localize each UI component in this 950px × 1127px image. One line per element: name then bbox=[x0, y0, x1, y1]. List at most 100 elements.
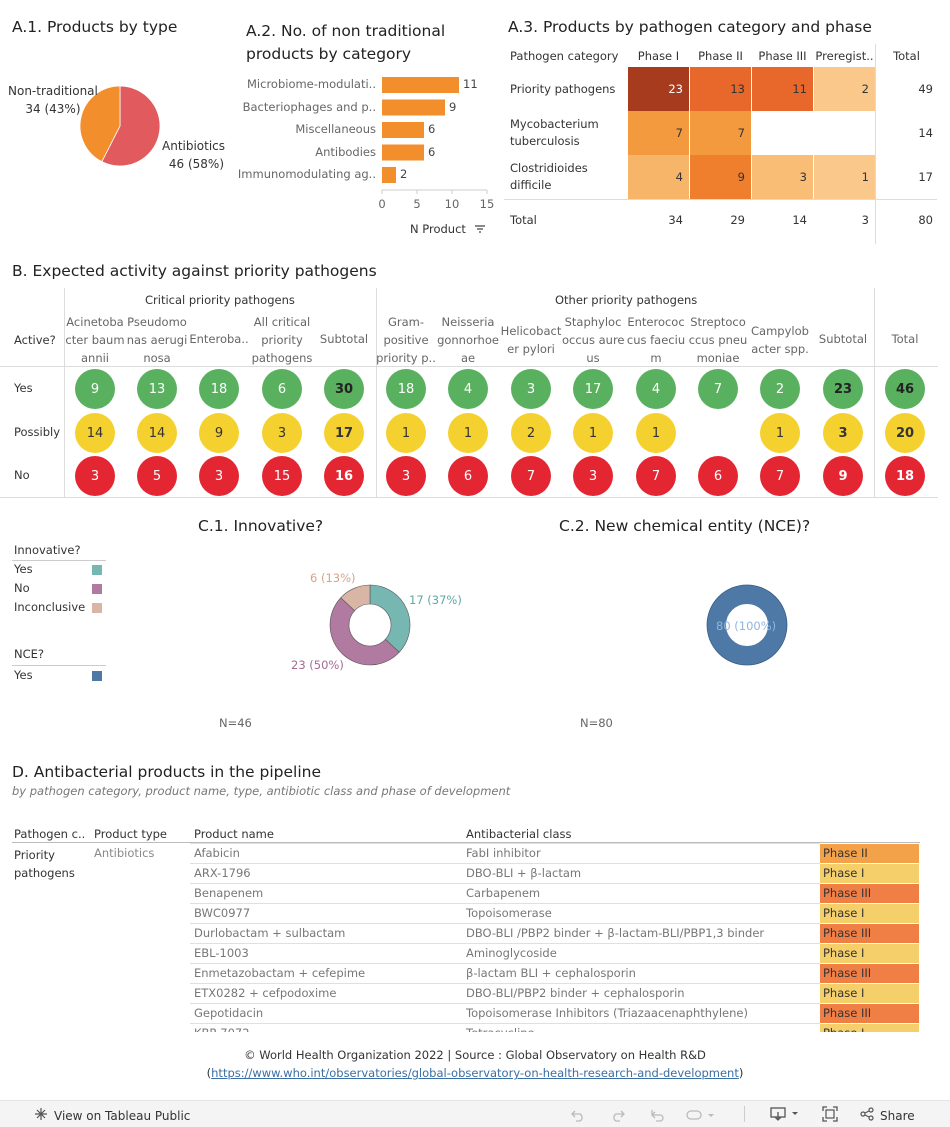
d-table-row[interactable]: BWC0977 Topoisomerase bbox=[190, 903, 820, 923]
d-phase-cell[interactable]: Phase I bbox=[820, 984, 919, 1003]
d-phase-cell[interactable]: Phase II bbox=[820, 844, 919, 863]
redo-icon[interactable] bbox=[610, 1107, 626, 1126]
b-activity-circle[interactable]: 17 bbox=[573, 369, 613, 409]
sort-icon[interactable] bbox=[474, 223, 486, 237]
b-activity-circle[interactable]: 9 bbox=[199, 413, 239, 453]
b-col-header[interactable]: nosa bbox=[143, 351, 171, 365]
b-activity-circle[interactable]: 1 bbox=[760, 413, 800, 453]
b-activity-circle[interactable]: 23 bbox=[823, 369, 863, 409]
a3-heat-cell[interactable]: 23 bbox=[628, 67, 689, 111]
a3-col-header[interactable]: Preregist.. bbox=[815, 49, 874, 63]
b-col-header[interactable]: acter spp. bbox=[751, 342, 809, 356]
a3-heat-cell[interactable]: 9 bbox=[690, 155, 751, 199]
a3-heat-cell[interactable]: 11 bbox=[752, 67, 813, 111]
d-col-antibacterial-class[interactable]: Antibacterial class bbox=[466, 827, 572, 841]
b-col-header[interactable]: Neisseria bbox=[441, 315, 495, 329]
b-col-header[interactable]: Acinetoba bbox=[66, 315, 124, 329]
b-activity-circle[interactable]: 1 bbox=[386, 413, 426, 453]
d-table-row[interactable]: Afabicin FabI inhibitor bbox=[190, 843, 820, 863]
legend-innovative-item[interactable]: No bbox=[14, 581, 30, 595]
b-col-header[interactable]: cter baum bbox=[65, 333, 125, 347]
b-col-header[interactable]: Streptoco bbox=[690, 315, 746, 329]
b-activity-circle[interactable]: 3 bbox=[262, 413, 302, 453]
legend-innovative-item[interactable]: Inconclusive bbox=[14, 600, 86, 614]
a3-heat-cell[interactable] bbox=[752, 111, 813, 155]
revert-icon[interactable] bbox=[650, 1107, 666, 1126]
b-activity-circle[interactable]: 5 bbox=[137, 456, 177, 496]
b-col-header[interactable]: Campylob bbox=[751, 324, 809, 338]
a3-heat-cell[interactable]: 29 bbox=[730, 213, 745, 227]
d-phase-cell[interactable]: Phase I bbox=[820, 904, 919, 923]
b-col-header[interactable]: Helicobact bbox=[500, 324, 562, 338]
d-table-row[interactable]: ARX-1796 DBO-BLI + β-lactam bbox=[190, 863, 820, 883]
b-col-header[interactable]: priority p.. bbox=[376, 351, 436, 365]
b-activity-circle[interactable]: 14 bbox=[75, 413, 115, 453]
b-activity-circle[interactable]: 18 bbox=[199, 369, 239, 409]
d-col-pathogen[interactable]: Pathogen c.. bbox=[14, 827, 86, 841]
b-activity-circle[interactable]: 3 bbox=[573, 456, 613, 496]
undo-icon[interactable] bbox=[570, 1107, 586, 1126]
b-activity-circle[interactable]: 30 bbox=[324, 369, 364, 409]
legend-nce-item[interactable]: Yes bbox=[14, 668, 33, 682]
b-activity-circle[interactable]: 6 bbox=[448, 456, 488, 496]
d-col-product-type[interactable]: Product type bbox=[94, 827, 168, 841]
b-col-header[interactable]: Subtotal bbox=[319, 332, 369, 346]
b-col-header[interactable]: nas aerugi bbox=[126, 333, 188, 347]
b-activity-circle[interactable]: 3 bbox=[823, 413, 863, 453]
b-activity-circle[interactable]: 2 bbox=[511, 413, 551, 453]
a2-bar[interactable] bbox=[382, 144, 424, 161]
a3-heat-cell[interactable] bbox=[814, 111, 875, 155]
b-activity-circle[interactable]: 3 bbox=[75, 456, 115, 496]
d-phase-cell[interactable]: Phase III bbox=[820, 884, 919, 903]
b-col-header[interactable]: Total bbox=[891, 332, 919, 346]
b-activity-circle[interactable]: 1 bbox=[636, 413, 676, 453]
b-activity-circle[interactable]: 4 bbox=[636, 369, 676, 409]
d-phase-cell[interactable]: Phase I bbox=[820, 864, 919, 883]
b-activity-circle[interactable]: 7 bbox=[511, 456, 551, 496]
b-col-header[interactable]: Enterococ bbox=[627, 315, 685, 329]
b-activity-circle[interactable]: 20 bbox=[885, 413, 925, 453]
b-activity-circle[interactable]: 15 bbox=[262, 456, 302, 496]
c1-slice-inconclusive[interactable] bbox=[340, 584, 371, 612]
b-activity-circle[interactable]: 1 bbox=[448, 413, 488, 453]
a3-heat-cell[interactable]: 13 bbox=[690, 67, 751, 111]
b-activity-circle[interactable]: 46 bbox=[885, 369, 925, 409]
c1-slice-yes[interactable] bbox=[369, 584, 411, 653]
b-col-header[interactable]: us bbox=[586, 351, 600, 365]
b-activity-circle[interactable]: 3 bbox=[199, 456, 239, 496]
d-table-row[interactable]: KBP-7072 Tetracycline bbox=[190, 1023, 820, 1032]
b-col-header[interactable]: Enteroba.. bbox=[189, 332, 249, 346]
b-col-header[interactable]: positive bbox=[383, 333, 429, 347]
a3-heat-cell[interactable]: 1 bbox=[814, 155, 875, 199]
b-activity-circle[interactable]: 2 bbox=[760, 369, 800, 409]
a3-col-header[interactable]: Phase III bbox=[758, 49, 807, 63]
b-col-header[interactable]: cus faeciu bbox=[626, 333, 686, 347]
a3-col-header[interactable]: Phase I bbox=[637, 49, 680, 63]
a3-heat-cell[interactable]: 7 bbox=[628, 111, 689, 155]
b-col-header[interactable]: priority bbox=[261, 333, 303, 347]
fullscreen-icon[interactable] bbox=[822, 1106, 838, 1126]
b-col-header[interactable]: Staphyloc bbox=[564, 315, 622, 329]
b-activity-circle[interactable]: 18 bbox=[386, 369, 426, 409]
a1-slice-antibiotics[interactable] bbox=[101, 85, 161, 167]
a3-heat-cell[interactable]: 14 bbox=[792, 213, 807, 227]
c2-slice-yes[interactable] bbox=[707, 585, 787, 665]
b-col-header[interactable]: All critical bbox=[253, 315, 311, 329]
b-activity-circle[interactable]: 3 bbox=[511, 369, 551, 409]
a1-slice-nontraditional[interactable] bbox=[79, 85, 121, 163]
b-col-header[interactable]: moniae bbox=[696, 351, 740, 365]
a3-heat-cell[interactable]: 3 bbox=[752, 155, 813, 199]
b-activity-circle[interactable]: 4 bbox=[448, 369, 488, 409]
b-col-header[interactable]: occus aure bbox=[562, 333, 624, 347]
share-button[interactable]: Share bbox=[860, 1107, 915, 1124]
d-phase-cell[interactable]: Phase III bbox=[820, 1004, 919, 1023]
b-activity-circle[interactable]: 9 bbox=[823, 456, 863, 496]
b-activity-circle[interactable]: 18 bbox=[885, 456, 925, 496]
a3-col-header[interactable]: Phase II bbox=[698, 49, 743, 63]
d-table-scroll[interactable]: Afabicin FabI inhibitor Phase II ARX-1796 DB… bbox=[0, 843, 950, 1032]
footer-source-link[interactable]: https://www.who.int/observatories/global… bbox=[211, 1066, 739, 1080]
d-table-row[interactable]: Benapenem Carbapenem bbox=[190, 883, 820, 903]
d-col-product-name[interactable]: Product name bbox=[194, 827, 274, 841]
b-activity-circle[interactable]: 6 bbox=[262, 369, 302, 409]
download-icon[interactable] bbox=[770, 1106, 802, 1126]
